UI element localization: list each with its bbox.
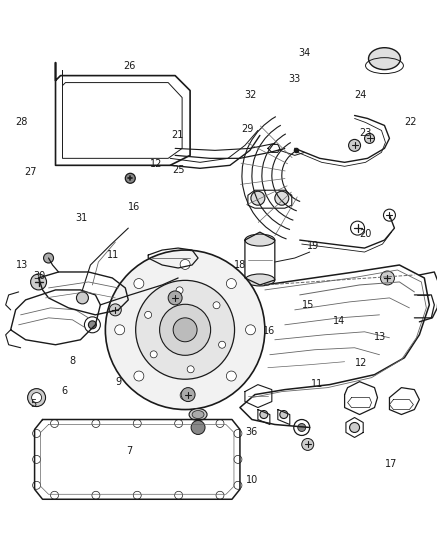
Text: 16: 16 (263, 326, 276, 336)
Text: 13: 13 (15, 261, 28, 270)
Circle shape (350, 423, 360, 432)
Text: 27: 27 (24, 167, 37, 177)
Text: 33: 33 (288, 75, 300, 84)
Circle shape (133, 491, 141, 499)
Text: 9: 9 (116, 377, 122, 387)
Circle shape (213, 302, 220, 309)
Text: 32: 32 (244, 91, 257, 100)
Text: 13: 13 (374, 332, 386, 342)
Circle shape (88, 321, 96, 329)
Circle shape (168, 291, 182, 305)
Text: 23: 23 (359, 127, 371, 138)
Circle shape (28, 389, 46, 407)
Circle shape (125, 173, 135, 183)
Text: 31: 31 (75, 213, 88, 223)
Ellipse shape (245, 274, 275, 286)
Circle shape (181, 387, 195, 401)
Text: 30: 30 (33, 271, 45, 281)
Circle shape (50, 419, 59, 427)
Circle shape (106, 250, 265, 409)
Circle shape (175, 419, 183, 427)
Circle shape (349, 140, 360, 151)
Text: 24: 24 (355, 91, 367, 100)
Circle shape (32, 455, 41, 463)
Circle shape (180, 260, 190, 269)
Text: 14: 14 (333, 316, 345, 326)
Text: 22: 22 (404, 117, 417, 127)
Text: 7: 7 (127, 447, 133, 456)
Text: 25: 25 (173, 165, 185, 175)
Text: 12: 12 (149, 159, 162, 169)
Circle shape (175, 491, 183, 499)
Circle shape (234, 481, 242, 489)
Text: 19: 19 (307, 241, 319, 252)
Text: 15: 15 (302, 300, 314, 310)
Circle shape (32, 481, 41, 489)
Circle shape (246, 325, 255, 335)
Ellipse shape (189, 409, 207, 421)
Circle shape (134, 279, 144, 288)
Circle shape (134, 371, 144, 381)
Circle shape (216, 491, 224, 499)
Circle shape (173, 318, 197, 342)
Circle shape (176, 287, 183, 294)
Circle shape (187, 366, 194, 373)
Circle shape (150, 351, 157, 358)
Circle shape (260, 410, 268, 418)
Circle shape (110, 304, 121, 316)
Text: 11: 11 (107, 250, 120, 260)
Circle shape (226, 279, 237, 288)
Circle shape (77, 292, 88, 304)
Text: 28: 28 (15, 117, 28, 127)
Circle shape (92, 491, 100, 499)
Circle shape (32, 430, 41, 438)
Ellipse shape (368, 47, 400, 70)
Ellipse shape (245, 234, 275, 246)
Text: 29: 29 (241, 124, 254, 134)
Ellipse shape (192, 410, 204, 418)
Circle shape (180, 390, 190, 400)
Circle shape (234, 455, 242, 463)
Circle shape (381, 271, 395, 285)
Circle shape (43, 253, 53, 263)
Circle shape (31, 274, 46, 290)
Circle shape (302, 439, 314, 450)
Text: 36: 36 (246, 427, 258, 437)
Text: 26: 26 (124, 61, 136, 71)
Circle shape (92, 419, 100, 427)
Circle shape (216, 419, 224, 427)
Circle shape (280, 410, 288, 418)
Text: 18: 18 (234, 261, 246, 270)
Text: 21: 21 (171, 130, 184, 140)
Circle shape (32, 393, 42, 402)
Circle shape (298, 424, 306, 432)
Circle shape (226, 371, 237, 381)
Circle shape (275, 191, 289, 205)
Circle shape (234, 430, 242, 438)
Circle shape (133, 419, 141, 427)
Text: 34: 34 (298, 48, 310, 58)
Circle shape (50, 491, 59, 499)
Circle shape (159, 304, 211, 356)
Text: 17: 17 (385, 459, 398, 469)
Text: 11: 11 (311, 379, 323, 390)
Circle shape (145, 311, 152, 318)
Text: 12: 12 (355, 358, 367, 368)
Text: 10: 10 (246, 475, 258, 485)
Circle shape (115, 325, 125, 335)
Circle shape (191, 421, 205, 434)
Text: 8: 8 (70, 356, 76, 366)
Text: 16: 16 (128, 202, 140, 212)
Text: 6: 6 (61, 386, 67, 397)
Circle shape (251, 191, 265, 205)
Text: 5: 5 (30, 399, 36, 409)
Circle shape (136, 280, 235, 379)
Circle shape (364, 133, 374, 143)
Text: 20: 20 (359, 229, 371, 239)
Circle shape (219, 341, 226, 348)
